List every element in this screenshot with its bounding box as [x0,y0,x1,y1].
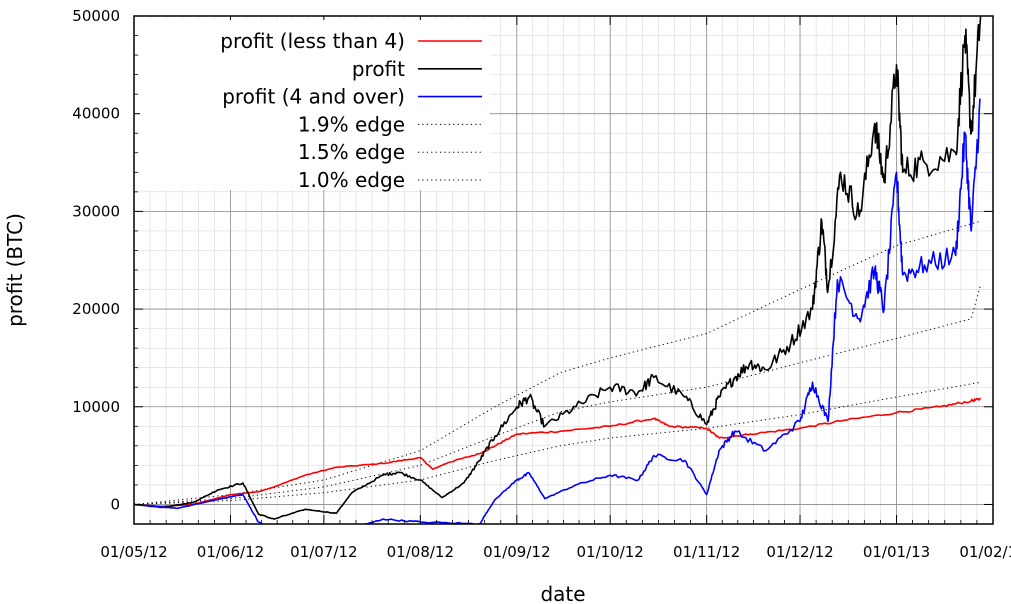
legend-label: 1.5% edge [298,140,405,164]
series-line-1-5-edge [134,284,982,505]
legend-label: profit (less than 4) [220,29,405,53]
x-tick-label: 01/05/12 [100,543,167,561]
y-tick-label: 40000 [72,105,120,123]
series-line-profit-less-than-4- [134,397,982,508]
legend: profit (less than 4) profit profit (4 and … [140,20,490,192]
x-tick-label: 01/08/12 [387,543,454,561]
series-line-profit-4-and-over- [134,98,981,524]
legend-label: profit [352,57,405,81]
x-tick-label: 01/06/12 [197,543,264,561]
x-tick-label: 01/01/13 [863,543,930,561]
legend-label: profit (4 and over) [222,85,405,109]
x-axis-label: date [540,582,585,604]
x-tick-label: 01/11/12 [673,543,740,561]
legend-label: 1.9% edge [298,112,405,136]
x-tick-label: 01/07/12 [290,543,357,561]
x-tick-label: 01/12/12 [766,543,833,561]
legend-label: 1.0% edge [298,168,405,192]
y-axis-label: profit (BTC) [3,213,27,327]
y-tick-labels: 0 10000 20000 30000 40000 50000 [72,7,120,513]
axis-ticks [133,15,994,525]
x-tick-labels: 01/05/12 01/06/12 01/07/12 01/08/12 01/09/12… [100,543,1011,561]
y-tick-label: 0 [110,495,120,513]
x-tick-label: 01/10/12 [576,543,643,561]
y-tick-label: 20000 [72,300,120,318]
y-tick-label: 30000 [72,202,120,220]
y-tick-label: 10000 [72,398,120,416]
y-tick-label: 50000 [72,7,120,25]
legend-background [140,20,490,190]
series-layer [134,16,982,524]
series-line-profit [134,16,982,520]
series-line-1-0-edge [134,381,981,505]
x-tick-label: 01/02/13 [959,543,1011,561]
x-tick-label: 01/09/12 [483,543,550,561]
